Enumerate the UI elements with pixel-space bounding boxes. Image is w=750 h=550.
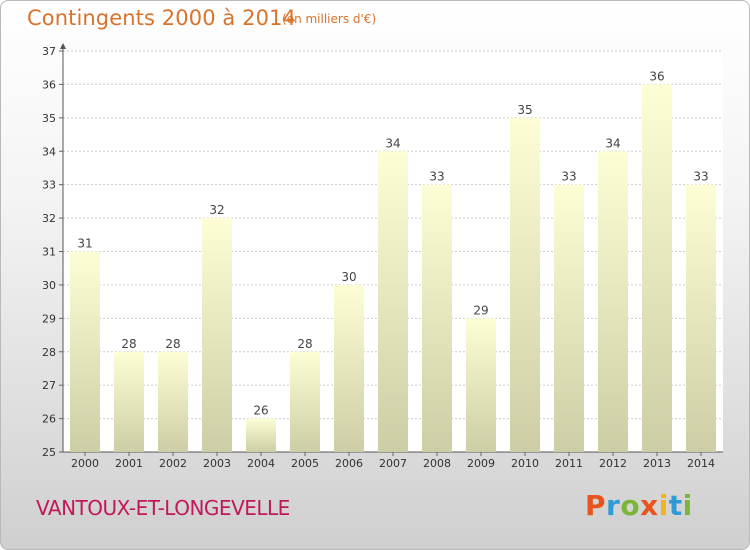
data-label: 33	[693, 170, 708, 184]
x-tick-label: 2000	[71, 457, 99, 470]
logo-letter: o	[620, 489, 641, 522]
y-tick-label: 34	[42, 145, 56, 158]
bar	[510, 117, 540, 452]
y-tick-label: 32	[42, 212, 56, 225]
proxiti-logo[interactable]: Proxiti	[585, 489, 693, 522]
data-label: 33	[429, 170, 444, 184]
bar	[598, 151, 628, 452]
data-label: 36	[649, 69, 664, 83]
x-tick-label: 2008	[423, 457, 451, 470]
data-label: 34	[605, 136, 620, 150]
bar	[202, 218, 232, 452]
y-tick-label: 37	[42, 45, 56, 58]
y-axis-arrow	[60, 43, 66, 49]
y-tick-label: 28	[42, 346, 56, 359]
y-tick-label: 33	[42, 179, 56, 192]
bar	[466, 318, 496, 452]
y-tick-label: 31	[42, 246, 56, 259]
x-tick-label: 2009	[467, 457, 495, 470]
bar	[642, 84, 672, 453]
data-label: 34	[385, 136, 400, 150]
x-tick-label: 2014	[687, 457, 715, 470]
x-tick-label: 2010	[511, 457, 539, 470]
logo-letter: i	[682, 489, 693, 522]
y-tick-label: 29	[42, 312, 56, 325]
chart-title: Contingents 2000 à 2014	[27, 6, 297, 30]
data-label: 35	[517, 103, 532, 117]
x-tick-label: 2001	[115, 457, 143, 470]
data-label: 31	[77, 237, 92, 251]
bar	[334, 284, 364, 452]
bar	[422, 184, 452, 452]
bar	[114, 351, 144, 452]
data-label: 26	[253, 404, 268, 418]
data-label: 29	[473, 303, 488, 317]
logo-letter: P	[585, 489, 607, 522]
y-tick-label: 26	[42, 413, 56, 426]
y-tick-label: 27	[42, 379, 56, 392]
logo-letter: x	[640, 489, 659, 522]
data-label: 33	[561, 170, 576, 184]
bar	[158, 351, 188, 452]
y-tick-label: 36	[42, 78, 56, 91]
data-label: 30	[341, 270, 356, 284]
data-label: 32	[209, 203, 224, 217]
bar	[378, 151, 408, 452]
bar	[554, 184, 584, 452]
bar	[686, 184, 716, 452]
y-tick-label: 35	[42, 112, 56, 125]
logo-letter: r	[606, 489, 621, 522]
x-tick-label: 2012	[599, 457, 627, 470]
x-tick-label: 2007	[379, 457, 407, 470]
chart-subtitle: (en milliers d'€)	[282, 12, 377, 26]
logo-letter: i	[658, 489, 669, 522]
bar	[70, 251, 100, 452]
y-tick-label: 30	[42, 279, 56, 292]
x-tick-label: 2004	[247, 457, 275, 470]
x-tick-label: 2003	[203, 457, 231, 470]
x-tick-label: 2011	[555, 457, 583, 470]
x-tick-label: 2002	[159, 457, 187, 470]
y-tick-label: 25	[42, 446, 56, 459]
x-tick-label: 2005	[291, 457, 319, 470]
bar	[246, 418, 276, 452]
logo-letter: t	[668, 489, 683, 522]
x-tick-label: 2013	[643, 457, 671, 470]
bar	[290, 351, 320, 452]
commune-name: VANTOUX-ET-LONGEVELLE	[36, 496, 290, 520]
x-tick-label: 2006	[335, 457, 363, 470]
data-label: 28	[165, 337, 180, 351]
data-label: 28	[121, 337, 136, 351]
data-label: 28	[297, 337, 312, 351]
